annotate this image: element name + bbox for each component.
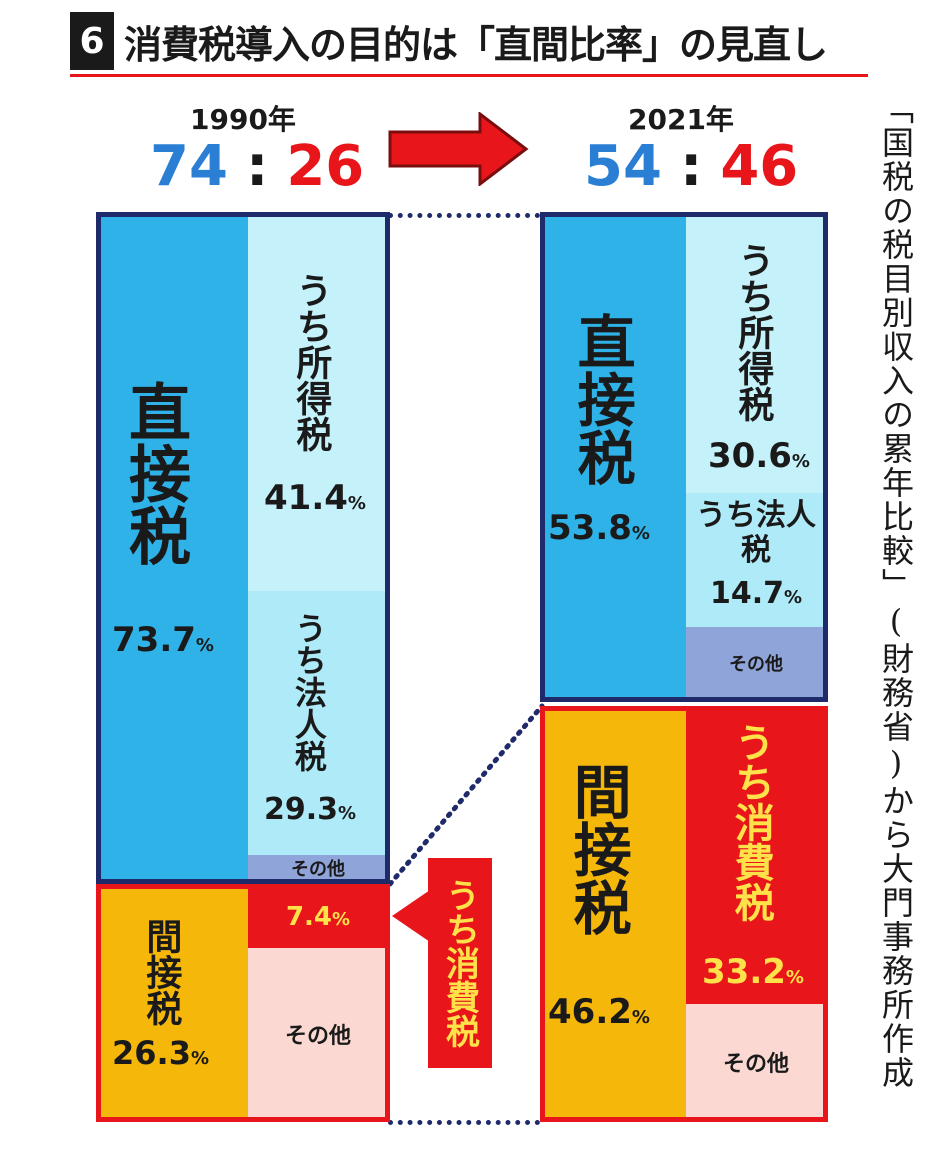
- frame-2021-direct: [540, 212, 828, 702]
- bar-1990-consumption-tax: 7.4%: [248, 886, 388, 948]
- bar-1990-indirect: [98, 886, 248, 1120]
- pct-2021-consumption-tax: 33.2%: [702, 952, 804, 992]
- pct-1990-income-tax: 41.4%: [264, 478, 366, 518]
- ratio-indirect-2021: 46: [720, 134, 799, 199]
- label-1990-indirect: 間接税: [140, 918, 182, 1026]
- callout-label: うち消費税: [439, 878, 480, 1048]
- pct-2021-direct: 53.8%: [548, 508, 650, 548]
- pct-1990-indirect: 26.3%: [112, 1034, 209, 1072]
- label-1990-direct-other: その他: [291, 859, 345, 880]
- bar-2021-direct: [542, 215, 686, 699]
- label-2021-direct-other: その他: [729, 654, 783, 675]
- ratio-direct-1990: 74: [150, 134, 228, 199]
- title-underline: [70, 74, 868, 77]
- ratio-separator: :: [679, 134, 703, 199]
- bar-2021-indirect-other: その他: [686, 1004, 826, 1120]
- bar-2021-corporate-tax: [686, 493, 826, 627]
- label-2021-indirect: 間接税: [563, 762, 632, 936]
- ratio-separator: :: [245, 134, 269, 199]
- bar-1990-corporate-tax: [248, 591, 388, 855]
- callout-consumption-tax: うち消費税: [428, 858, 492, 1068]
- label-2021-consumption-tax: うち消費税: [727, 722, 774, 922]
- page-title: 消費税導入の目的は「直間比率」の見直し: [124, 23, 828, 67]
- bar-2021-indirect: [542, 708, 686, 1120]
- label-2021-corporate-tax: うち法人税: [696, 498, 816, 569]
- label-2021-income-tax: うち所得税: [732, 242, 774, 422]
- pct-2021-indirect: 46.2%: [548, 992, 650, 1032]
- connector-diagonal: [387, 703, 545, 887]
- label-1990-income-tax: うち所得税: [290, 272, 332, 452]
- label-1990-corporate-tax: うち法人税: [289, 612, 328, 772]
- bar-1990-indirect-other: その他: [248, 948, 388, 1120]
- pct-1990-direct: 73.7%: [112, 620, 214, 660]
- ratio-direct-2021: 54: [584, 134, 662, 199]
- year-label-2021: 2021年: [628, 103, 734, 136]
- bar-2021-income-tax: [686, 215, 826, 493]
- ratio-indirect-1990: 26: [286, 134, 365, 199]
- source-note: 「国税の税目別収入の累年比較」(財務省)から大門事務所作成: [877, 92, 915, 1090]
- bar-1990-income-tax: [248, 215, 388, 591]
- bar-2021-consumption-tax: [686, 708, 826, 1004]
- label-2021-indirect-other: その他: [722, 1052, 789, 1077]
- bar-1990-direct-other: その他: [248, 855, 388, 881]
- arrow-right-icon: [388, 112, 529, 186]
- section-number-badge: 6: [70, 12, 114, 70]
- pct-2021-corporate-tax: 14.7%: [710, 576, 803, 611]
- ratio-1990: 74:26: [150, 134, 364, 199]
- pct-2021-income-tax: 30.6%: [708, 436, 810, 476]
- frame-1990-indirect: [96, 884, 390, 1122]
- label-2021-direct: 直接税: [567, 312, 636, 486]
- callout-pointer-icon: [392, 890, 430, 942]
- year-label-1990: 1990年: [190, 103, 296, 136]
- pct-1990-corporate-tax: 29.3%: [264, 792, 357, 827]
- frame-1990-direct: [96, 212, 390, 884]
- label-1990-direct: 直接税: [117, 380, 191, 566]
- frame-2021-indirect: [540, 706, 828, 1122]
- pct-1990-consumption: 7.4%: [285, 902, 351, 932]
- connector-bottom: [388, 1120, 540, 1125]
- bar-1990-direct: [98, 215, 250, 881]
- connector-top: [388, 213, 540, 218]
- label-1990-indirect-other: その他: [284, 1024, 351, 1049]
- ratio-2021: 54:46: [584, 134, 798, 199]
- bar-2021-direct-other: その他: [686, 627, 826, 699]
